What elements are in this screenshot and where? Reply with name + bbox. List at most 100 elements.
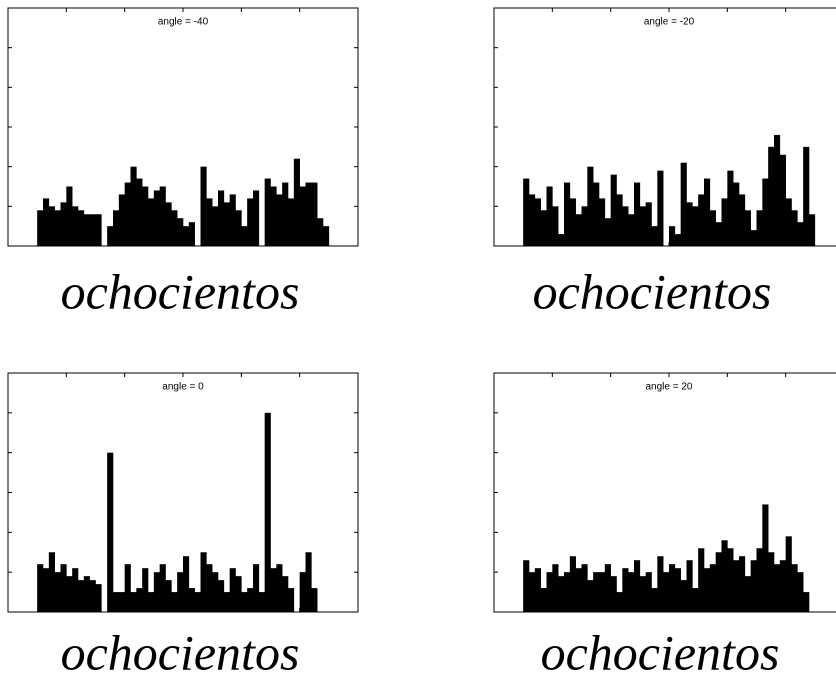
bar [218,580,224,612]
bar [84,214,90,246]
bar [780,155,786,246]
bar [710,564,716,612]
bar [142,187,148,247]
bar [727,548,733,612]
bar [49,552,55,612]
handwritten-word: ochocientos [61,263,300,319]
bar [687,202,693,246]
bar [541,588,547,612]
bar [704,568,710,612]
bar [78,580,84,612]
bar [224,202,230,246]
bar [236,210,242,246]
bar [160,187,166,247]
bar [265,179,271,246]
bar [90,214,96,246]
bar [317,218,323,246]
bar [611,175,617,246]
bar [43,198,49,246]
bar [657,171,663,246]
bar [611,576,617,612]
bar [617,592,623,612]
bar [96,214,102,246]
bar [745,210,751,246]
bar [212,206,218,246]
bar [72,568,78,612]
bar [564,572,570,612]
bar [722,540,728,612]
bar [558,576,564,612]
handwritten-word: ochocientos [533,263,772,319]
bar [78,210,84,246]
handwritten-word: ochocientos [541,624,780,680]
bar [529,572,535,612]
bar [265,413,271,612]
bar [587,167,593,246]
bar [177,572,183,612]
bar [786,198,792,246]
bar [780,560,786,612]
bar [66,187,72,247]
bar [599,572,605,612]
bar [757,548,763,612]
bar [687,560,693,612]
bar [646,572,652,612]
bar [593,183,599,246]
bar [652,226,658,246]
bar [751,230,757,246]
bar [634,183,640,246]
bar [523,560,529,612]
bar [722,198,728,246]
bar [605,564,611,612]
bar [768,147,774,246]
bar [605,218,611,246]
bar [640,206,646,246]
bar [37,564,43,612]
bar [125,564,131,612]
bar [552,206,558,246]
bar [55,572,61,612]
chart-title: angle = -20 [644,17,695,28]
bar [154,190,160,246]
bar [599,198,605,246]
bar [212,572,218,612]
bar [570,198,576,246]
bar [282,183,288,246]
bar [582,206,588,246]
bar [72,206,78,246]
bar [55,210,61,246]
bar [797,222,803,246]
bar [171,210,177,246]
bar [131,592,137,612]
bar [160,564,166,612]
bar [206,564,212,612]
bar [757,210,763,246]
bar [698,194,704,246]
bar [37,210,43,246]
bar [218,190,224,246]
bar [733,183,739,246]
bar [587,580,593,612]
bar [803,147,809,246]
bar [681,163,687,246]
bar [792,564,798,612]
bar [663,572,669,612]
bar [96,584,102,612]
bar [634,560,640,612]
bar [247,588,253,612]
chart-title: angle = 20 [646,382,693,393]
bar [657,556,663,612]
bar [177,218,183,246]
figure: angle = -40ochocientosangle = -20ochocie… [0,0,836,682]
bar [323,226,329,246]
bar [541,210,547,246]
bar [271,568,277,612]
bar [582,564,588,612]
bar [558,234,564,246]
bar [294,159,300,246]
bar [43,568,49,612]
bar [704,179,710,246]
bar [136,179,142,246]
bar [762,504,768,612]
bar [136,588,142,612]
